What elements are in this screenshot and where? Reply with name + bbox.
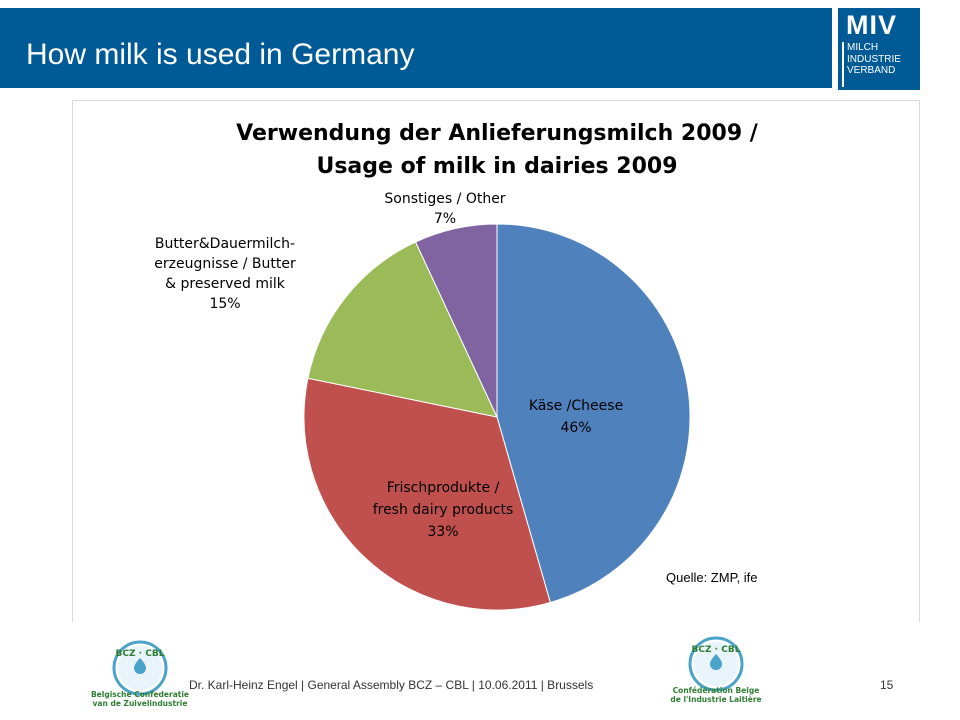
footer-text: Dr. Karl-Heinz Engel | General Assembly … (189, 678, 594, 692)
miv-logo (838, 8, 920, 90)
badge-mark: BCZ · CBL (116, 649, 165, 659)
badge-mark: BCZ · CBL (692, 645, 741, 655)
badge-caption-right: Confédération Belge de l'Industrie Laiti… (666, 686, 766, 704)
bcz-cbl-logo-right: BCZ · CBL (688, 636, 744, 692)
logo-divider (842, 42, 844, 87)
source-note: Quelle: ZMP, ife (666, 570, 758, 585)
slice-value-label: 46% (560, 420, 591, 436)
logo-line: INDUSTRIE (847, 53, 901, 65)
slice-value-label: 7% (434, 211, 456, 227)
badge-caption-line: de l'Industrie Laitière (670, 695, 762, 704)
pie-slice (414, 223, 498, 418)
slice-category-label: Frischprodukte / (387, 480, 500, 496)
chart-title-line-1: Verwendung der Anlieferungsmilch 2009 / (236, 121, 759, 146)
slice-value-label: 33% (427, 524, 458, 540)
slice-category-label: fresh dairy products (373, 502, 514, 518)
slice-category-label: Käse /Cheese (529, 398, 623, 414)
slice-category-label: Sonstiges / Other (384, 191, 505, 207)
pie-slice (496, 223, 691, 604)
page-number: 15 (880, 678, 894, 692)
badge-caption-line: Belgische Confederatie (90, 690, 190, 699)
badge-caption-line: van de Zuivelindustrie (92, 699, 188, 708)
slice-category-label: erzeugnisse / Butter (154, 256, 296, 272)
slice-category-label: Butter&Dauermilch- (155, 236, 295, 252)
logo-subtext: MILCH INDUSTRIE VERBAND (847, 42, 901, 77)
page-title: How milk is used in Germany (26, 38, 415, 71)
badge-caption-left: Belgische Confederatie van de Zuivelindu… (90, 690, 190, 708)
badge-caption-line: Confédération Belge (672, 686, 760, 695)
chart-title-line-2: Usage of milk in dairies 2009 (316, 154, 677, 179)
logo-main-text: MIV (846, 10, 898, 40)
pie-slice (303, 377, 551, 611)
header-bar: How milk is used in Germany (0, 8, 832, 88)
slice-category-label: & preserved milk (165, 276, 286, 292)
bcz-cbl-logo-left: BCZ · CBL (112, 640, 168, 696)
logo-line: VERBAND (847, 65, 896, 76)
logo-line: MILCH (847, 42, 879, 53)
slice-value-label: 15% (209, 296, 240, 312)
pie-slice (307, 241, 498, 418)
